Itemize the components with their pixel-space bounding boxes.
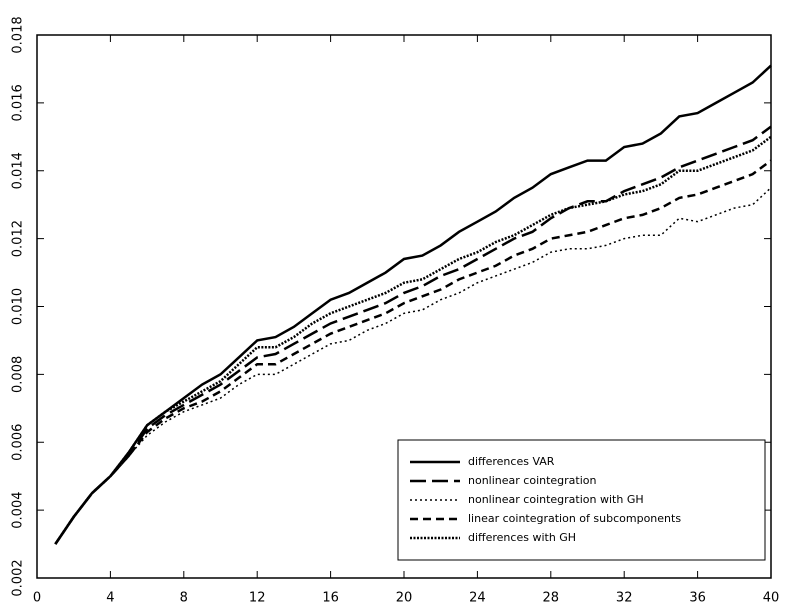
y-tick-label: 0.006 bbox=[11, 424, 26, 461]
y-tick-label: 0.012 bbox=[11, 220, 26, 257]
legend-label: nonlinear cointegration bbox=[468, 474, 597, 487]
series-line bbox=[54, 159, 772, 545]
y-tick-label: 0.018 bbox=[11, 16, 26, 53]
legend-box bbox=[397, 439, 766, 561]
x-tick-label: 32 bbox=[616, 591, 633, 606]
series-line bbox=[54, 125, 772, 545]
x-tick-label: 40 bbox=[763, 591, 780, 606]
legend: differences VAR nonlinear cointegration no… bbox=[397, 439, 766, 561]
series-line bbox=[54, 135, 772, 545]
y-tick-label: 0.008 bbox=[11, 356, 26, 393]
series-line bbox=[54, 64, 772, 545]
x-tick-label: 0 bbox=[33, 591, 41, 606]
x-tick-label: 16 bbox=[322, 591, 339, 606]
y-tick-label: 0.002 bbox=[11, 559, 26, 596]
x-tick-label: 8 bbox=[180, 591, 188, 606]
x-tick-label: 4 bbox=[106, 591, 114, 606]
y-tick-label: 0.016 bbox=[11, 84, 26, 121]
y-tick-label: 0.004 bbox=[11, 492, 26, 529]
y-tick-label: 0.010 bbox=[11, 288, 26, 325]
legend-label: differences with GH bbox=[468, 531, 576, 544]
y-tick-label: 0.014 bbox=[11, 152, 26, 189]
x-tick-label: 28 bbox=[543, 591, 560, 606]
legend-label: linear cointegration of subcomponents bbox=[468, 512, 681, 525]
legend-label: nonlinear cointegration with GH bbox=[468, 493, 644, 506]
x-tick-label: 36 bbox=[689, 591, 706, 606]
x-tick-label: 20 bbox=[396, 591, 413, 606]
x-tick-label: 12 bbox=[249, 591, 266, 606]
x-tick-label: 24 bbox=[469, 591, 486, 606]
series-line bbox=[54, 187, 772, 545]
legend-label: differences VAR bbox=[468, 455, 555, 468]
